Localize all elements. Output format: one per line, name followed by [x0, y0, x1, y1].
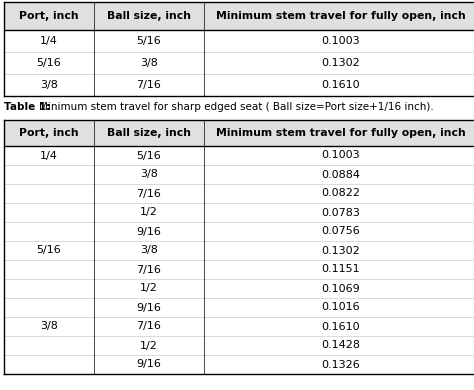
Bar: [94, 355, 204, 374]
Text: 0.1326: 0.1326: [322, 360, 360, 369]
Bar: [4, 146, 94, 165]
Text: 1/2: 1/2: [140, 207, 158, 218]
Bar: [94, 74, 204, 96]
Bar: [204, 241, 474, 260]
Bar: [4, 298, 94, 317]
Bar: [204, 355, 474, 374]
Text: 1/4: 1/4: [40, 151, 58, 161]
Bar: [204, 146, 474, 165]
Bar: [94, 52, 204, 74]
Text: 5/16: 5/16: [137, 151, 161, 161]
Text: 7/16: 7/16: [137, 264, 162, 275]
Bar: [4, 241, 94, 260]
Text: 3/8: 3/8: [140, 58, 158, 68]
Bar: [4, 30, 94, 52]
Text: 0.1302: 0.1302: [322, 245, 360, 255]
Text: 3/8: 3/8: [140, 170, 158, 179]
Text: 0.1003: 0.1003: [322, 36, 360, 46]
Bar: [204, 184, 474, 203]
Text: 7/16: 7/16: [137, 188, 162, 199]
Bar: [4, 336, 94, 355]
Bar: [94, 260, 204, 279]
Bar: [94, 184, 204, 203]
Bar: [4, 260, 94, 279]
Text: Minimum stem travel for sharp edged seat ( Ball size=Port size+1/16 inch).: Minimum stem travel for sharp edged seat…: [39, 102, 434, 112]
Text: 9/16: 9/16: [137, 303, 162, 312]
Bar: [204, 52, 474, 74]
Text: 0.1428: 0.1428: [321, 340, 361, 351]
Bar: [204, 165, 474, 184]
Bar: [4, 317, 94, 336]
Bar: [4, 52, 94, 74]
Bar: [4, 2, 94, 30]
Bar: [94, 298, 204, 317]
Text: Ball size, inch: Ball size, inch: [107, 11, 191, 21]
Bar: [204, 298, 474, 317]
Text: 9/16: 9/16: [137, 360, 162, 369]
Text: Port, inch: Port, inch: [19, 11, 79, 21]
Text: 3/8: 3/8: [40, 321, 58, 331]
Text: 5/16: 5/16: [36, 58, 61, 68]
Text: 0.1016: 0.1016: [322, 303, 360, 312]
Bar: [4, 279, 94, 298]
Bar: [204, 317, 474, 336]
Text: 1/2: 1/2: [140, 284, 158, 294]
Bar: [204, 336, 474, 355]
Text: Port, inch: Port, inch: [19, 128, 79, 138]
Bar: [94, 146, 204, 165]
Text: 7/16: 7/16: [137, 80, 162, 90]
Bar: [204, 2, 474, 30]
Bar: [94, 317, 204, 336]
Text: 7/16: 7/16: [137, 321, 162, 331]
Bar: [94, 241, 204, 260]
Bar: [204, 30, 474, 52]
Text: 0.1003: 0.1003: [322, 151, 360, 161]
Bar: [204, 260, 474, 279]
Bar: [4, 222, 94, 241]
Bar: [94, 222, 204, 241]
Text: Minimum stem travel for fully open, inch: Minimum stem travel for fully open, inch: [216, 128, 466, 138]
Text: 0.0783: 0.0783: [321, 207, 360, 218]
Bar: [204, 222, 474, 241]
Text: 0.1302: 0.1302: [322, 58, 360, 68]
Bar: [94, 30, 204, 52]
Text: 5/16: 5/16: [36, 245, 61, 255]
Bar: [4, 203, 94, 222]
Bar: [94, 336, 204, 355]
Bar: [4, 165, 94, 184]
Bar: [204, 74, 474, 96]
Text: 0.1610: 0.1610: [322, 321, 360, 331]
Text: 1/2: 1/2: [140, 340, 158, 351]
Text: 0.0822: 0.0822: [321, 188, 361, 199]
Bar: [4, 355, 94, 374]
Text: Ball size, inch: Ball size, inch: [107, 128, 191, 138]
Text: 5/16: 5/16: [137, 36, 161, 46]
Bar: [94, 165, 204, 184]
Text: Minimum stem travel for fully open, inch: Minimum stem travel for fully open, inch: [216, 11, 466, 21]
Bar: [94, 203, 204, 222]
Text: 3/8: 3/8: [140, 245, 158, 255]
Bar: [94, 279, 204, 298]
Text: 9/16: 9/16: [137, 227, 162, 236]
Bar: [94, 120, 204, 146]
Text: 0.1151: 0.1151: [322, 264, 360, 275]
Text: 0.1610: 0.1610: [322, 80, 360, 90]
Bar: [204, 120, 474, 146]
Text: 1/4: 1/4: [40, 36, 58, 46]
Bar: [94, 2, 204, 30]
Text: 3/8: 3/8: [40, 80, 58, 90]
Bar: [4, 74, 94, 96]
Bar: [4, 120, 94, 146]
Text: 0.1069: 0.1069: [322, 284, 360, 294]
Text: Table 1:: Table 1:: [4, 102, 54, 112]
Bar: [204, 203, 474, 222]
Text: 0.0756: 0.0756: [322, 227, 360, 236]
Bar: [204, 279, 474, 298]
Text: 0.0884: 0.0884: [321, 170, 361, 179]
Bar: [4, 184, 94, 203]
